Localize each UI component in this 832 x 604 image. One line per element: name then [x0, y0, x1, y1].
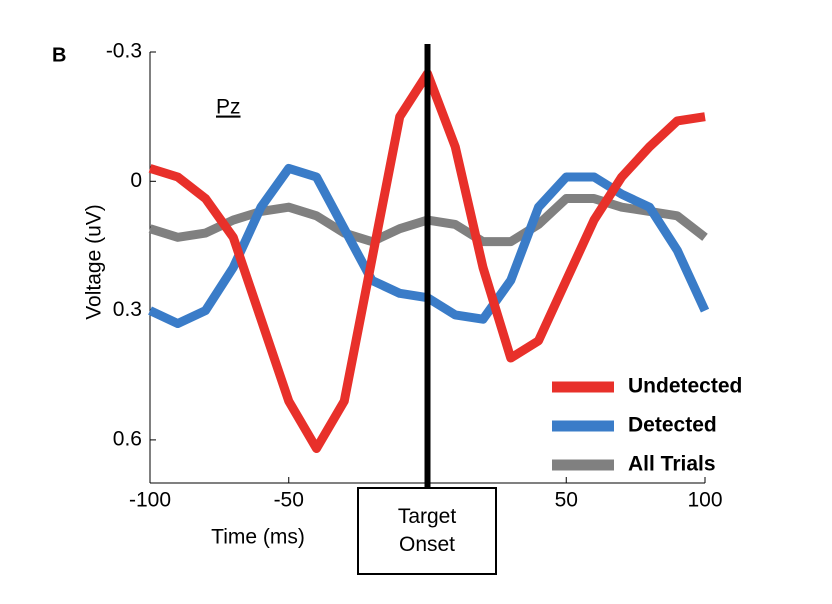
x-tick-label: -100	[129, 489, 171, 512]
panel-label: B	[52, 44, 66, 66]
legend-label: All Trials	[628, 453, 716, 476]
y-axis-label: Voltage (uV)	[83, 204, 106, 320]
y-tick-label: 0.6	[113, 427, 142, 450]
legend-label: Detected	[628, 414, 717, 437]
legend-label: Undetected	[628, 375, 742, 398]
y-tick-label: 0	[130, 169, 142, 192]
y-tick-label: 0.3	[113, 298, 142, 321]
x-axis-label: Time (ms)	[211, 526, 305, 549]
x-tick-label: -50	[274, 489, 304, 512]
x-tick-label: 50	[555, 489, 578, 512]
y-tick-label: -0.3	[106, 40, 142, 63]
x-tick-label: 100	[687, 489, 722, 512]
onset-label: Target Onset	[357, 487, 497, 575]
annotation: Pz	[216, 96, 241, 119]
